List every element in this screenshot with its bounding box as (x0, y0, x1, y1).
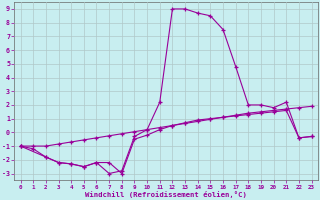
X-axis label: Windchill (Refroidissement éolien,°C): Windchill (Refroidissement éolien,°C) (85, 191, 247, 198)
